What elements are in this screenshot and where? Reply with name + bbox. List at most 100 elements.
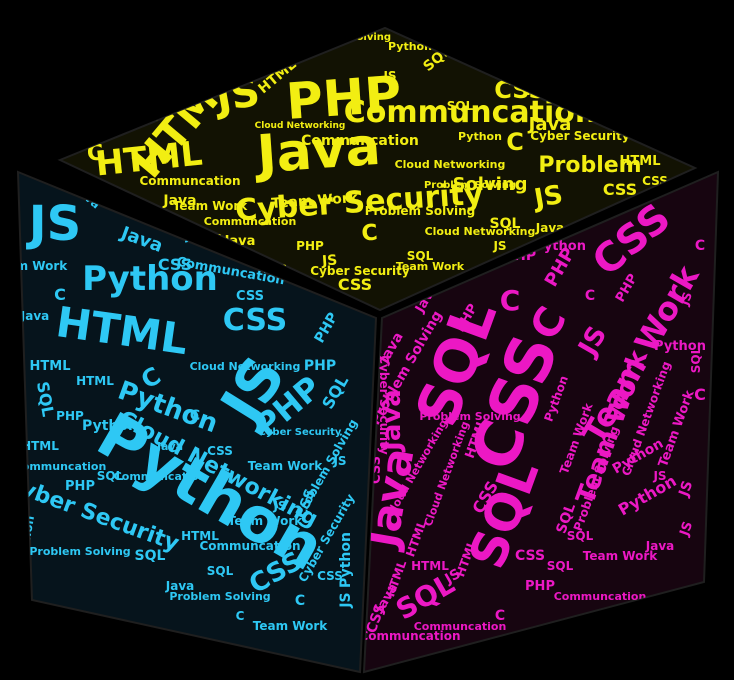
top-word-js: JS: [382, 69, 396, 83]
right-word-sql: SQL: [567, 529, 594, 543]
right-word-sql: SQL: [689, 346, 703, 373]
top-word-cyber-security: Cyber Security: [310, 264, 410, 278]
right-word-js: JS: [652, 469, 666, 483]
right-word-python: Python: [654, 339, 706, 354]
top-word-c: C: [361, 220, 379, 246]
left-word-java: Java: [165, 579, 194, 593]
left-word-css: CSS: [317, 569, 343, 583]
left-word-problem-solving: Problem Solving: [169, 590, 270, 603]
left-word-team-work: Team Work: [253, 619, 328, 633]
top-word-sql: SQL: [447, 99, 474, 113]
right-word-js: JS: [677, 520, 696, 539]
right-word-java: Java: [645, 539, 674, 553]
top-word-team-work: Team Work: [396, 260, 465, 273]
cube-top-face: [57, 26, 698, 312]
top-word-js: JS: [321, 252, 338, 269]
left-word-communcation: Communcation: [14, 460, 107, 473]
top-word-c: C: [593, 61, 608, 85]
top-word-php: PHP: [546, 49, 574, 63]
top-word-solving: Solving: [452, 174, 527, 195]
top-word-problem-solving: Problem Solving: [299, 32, 391, 43]
right-word-js: JS: [677, 290, 695, 308]
top-word-communcation: Communcation: [140, 174, 241, 188]
left-word-cyber-security: Cyber Security: [259, 427, 342, 438]
left-word-problem-solving: Problem Solving: [29, 545, 130, 558]
top-word-js: JS: [530, 180, 565, 215]
top-word-php: PHP: [296, 239, 324, 253]
top-word-java: Java: [252, 117, 382, 186]
right-word-java: Java: [377, 389, 407, 453]
left-word-sql: SQL: [207, 564, 234, 578]
top-word-css: CSS: [642, 174, 668, 188]
right-word-team-work: Team Work: [583, 549, 658, 563]
left-word-php: PHP: [304, 358, 336, 374]
right-word-html: HTML: [411, 559, 449, 573]
top-word-team-work: Team Work: [173, 199, 248, 213]
left-word-python: Python: [338, 532, 354, 588]
right-word-communcation: Communcation: [360, 629, 461, 643]
top-word-cloud-networking: Cloud Networking: [425, 225, 536, 238]
right-word-c: C: [694, 385, 706, 404]
left-word-team-work: Team Work: [248, 459, 323, 473]
right-word-php: PHP: [525, 579, 555, 594]
top-word-css: CSS: [603, 180, 637, 199]
top-word-problem-solving: Problem Solving: [365, 204, 476, 218]
right-word-communcation: Communcation: [414, 620, 507, 633]
top-word-java: Java: [224, 234, 256, 249]
top-word-problem: Problem: [538, 153, 641, 178]
top-word-cloud-networking: Cloud Networking: [255, 121, 346, 131]
top-word-css: CSS: [216, 69, 244, 84]
left-word-python: Python: [82, 259, 218, 299]
left-word-python: Python: [82, 418, 138, 434]
top-word-css: CSS: [338, 275, 372, 294]
left-word-sql: SQL: [97, 469, 124, 483]
right-word-c: C: [500, 284, 521, 317]
right-word-css: CSS: [515, 548, 545, 564]
left-word-team-work: Team Work: [228, 514, 303, 528]
left-word-team-work: Team Work: [0, 259, 68, 273]
left-word-cloud-networking: Cloud Networking: [190, 360, 301, 373]
top-word-java: Java: [535, 221, 564, 235]
left-word-js: JS: [26, 196, 81, 252]
left-word-c: C: [236, 609, 245, 623]
left-word-css: CSS: [158, 255, 192, 274]
left-word-c: C: [190, 408, 200, 424]
left-word-communcation: Communcation: [200, 539, 301, 553]
top-word-python: Python: [388, 40, 432, 53]
right-word-c: C: [695, 238, 705, 254]
left-word-js: JS: [272, 499, 286, 513]
top-word-java: Java: [527, 114, 572, 135]
top-word-c: C: [655, 133, 665, 149]
left-word-css: CSS: [236, 289, 264, 304]
left-word-java: Java: [20, 309, 49, 323]
left-word-css: CSS: [207, 444, 233, 458]
left-word-html: HTML: [76, 374, 114, 388]
top-word-communcation: Communcation: [301, 133, 419, 149]
cube-right-face: [362, 170, 720, 674]
top-word-cloud-networking: Cloud Networking: [395, 158, 506, 171]
left-word-java: Java: [156, 440, 183, 453]
left-word-html: HTML: [21, 439, 59, 453]
left-word-html: HTML: [181, 529, 219, 543]
top-word-sql: SQL: [407, 249, 434, 263]
top-word-html: HTML: [620, 154, 661, 169]
top-word-communcation: Communcation: [204, 215, 297, 228]
top-word-sql: SQL: [490, 216, 521, 232]
left-word-php: PHP: [65, 479, 95, 494]
left-word-sql: SQL: [135, 548, 166, 564]
top-word-java: Java: [162, 193, 196, 209]
top-word-python: Python: [458, 130, 502, 143]
left-word-c: C: [295, 593, 305, 609]
top-word-cyber-security: Cyber Security: [530, 129, 630, 143]
right-word-sql: SQL: [547, 559, 574, 573]
left-word-js: JS: [338, 592, 354, 608]
top-word-team-work: Team Work: [271, 190, 359, 212]
right-word-problem-solving: Problem Solving: [419, 410, 520, 423]
top-word-php: PHP: [284, 65, 403, 131]
right-word-communcation: Communcation: [554, 590, 647, 603]
right-word-c: C: [495, 608, 505, 624]
right-word-js: JS: [442, 566, 464, 588]
left-word-html: HTML: [30, 359, 71, 374]
